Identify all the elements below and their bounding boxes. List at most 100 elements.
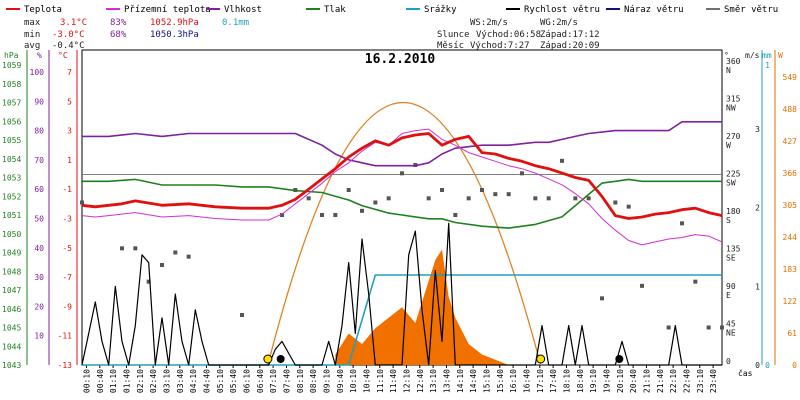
tick-hpa: 1058 bbox=[2, 80, 21, 89]
stat-max-rain: 0.1mm bbox=[222, 18, 249, 28]
x-tick-label: 09:40 bbox=[336, 369, 345, 393]
x-tick-label: 06:10 bbox=[242, 369, 251, 393]
tick-pct: 70 bbox=[34, 156, 44, 165]
wind-direction-point bbox=[546, 196, 551, 201]
wind-direction-point bbox=[146, 279, 151, 284]
tick-hpa: 1055 bbox=[2, 136, 21, 145]
sun-rise: Východ:06:58 bbox=[476, 30, 541, 40]
tick-dir: 90 bbox=[726, 282, 736, 291]
sun-marker bbox=[536, 354, 546, 364]
x-tick-label: 00:40 bbox=[96, 369, 105, 393]
x-tick-label: 15:40 bbox=[496, 369, 505, 393]
x-tick-label: 10:40 bbox=[362, 369, 371, 393]
tick-hpa: 1044 bbox=[2, 342, 21, 351]
stat-avg-temp: -0.4°C bbox=[52, 41, 85, 51]
wind-direction-point bbox=[600, 296, 604, 301]
tick-temp: 3 bbox=[67, 127, 72, 136]
stat-min-hum: 68% bbox=[110, 30, 127, 40]
legend-label: Přízemní teplota bbox=[124, 5, 211, 15]
wind-direction-point bbox=[680, 221, 684, 226]
x-tick-label: 00:10 bbox=[82, 369, 91, 393]
unit-w: W bbox=[778, 51, 783, 60]
tick-hpa: 1045 bbox=[2, 324, 21, 333]
tick-temp: -9 bbox=[62, 302, 72, 311]
wind-direction-point bbox=[173, 250, 178, 255]
tick-dir: 270 bbox=[726, 132, 741, 141]
tick-dir-label: NE bbox=[726, 329, 736, 338]
wind-direction-point bbox=[533, 196, 538, 201]
x-tick-label: 08:40 bbox=[309, 369, 318, 393]
wind-direction-point bbox=[493, 192, 498, 197]
tick-temp: -7 bbox=[62, 273, 72, 282]
legend-label: Náraz větru bbox=[624, 5, 684, 15]
series-rychlost-vetru bbox=[81, 222, 722, 366]
tick-w: 427 bbox=[783, 137, 798, 146]
tick-dir-label: SE bbox=[726, 254, 736, 263]
stat-min-label: min bbox=[24, 30, 40, 40]
x-tick-label: 18:10 bbox=[562, 369, 571, 393]
tick-dir: 225 bbox=[726, 170, 741, 179]
unit-mm: mm bbox=[762, 51, 772, 60]
wind-direction-point bbox=[706, 325, 711, 330]
moon-marker bbox=[276, 355, 285, 363]
x-tick-label: 16:40 bbox=[522, 369, 531, 393]
wind-direction-point bbox=[280, 213, 284, 217]
axes: 1043104410451046104710481049105010511052… bbox=[2, 49, 798, 393]
wind-direction-point bbox=[240, 313, 244, 317]
tick-hpa: 1052 bbox=[2, 192, 21, 201]
wind-direction-point bbox=[666, 325, 671, 330]
x-tick-label: 20:40 bbox=[629, 369, 638, 393]
x-tick-label: 20:10 bbox=[616, 369, 625, 393]
x-tick-label: 17:40 bbox=[549, 369, 558, 393]
wind-direction-point bbox=[720, 325, 724, 330]
tick-hpa: 1054 bbox=[2, 155, 21, 164]
sun-marker bbox=[263, 354, 273, 364]
tick-pct: 50 bbox=[34, 214, 44, 223]
x-tick-label: 07:40 bbox=[282, 369, 291, 393]
sun-set: Západ:17:12 bbox=[540, 30, 600, 40]
moon-rise: Východ:7:27 bbox=[470, 41, 530, 51]
tick-hpa: 1049 bbox=[2, 249, 21, 258]
tick-dir-label: NW bbox=[726, 104, 736, 113]
wind-direction-point bbox=[426, 196, 431, 201]
wind-direction-point bbox=[466, 196, 471, 201]
tick-temp: 7 bbox=[67, 68, 72, 77]
x-tick-label: 22:40 bbox=[682, 369, 691, 393]
chart-title: 16.2.2010 bbox=[365, 52, 436, 67]
wind-direction-point bbox=[613, 200, 618, 205]
wind-direction-point bbox=[80, 200, 84, 205]
tick-w: 183 bbox=[783, 265, 798, 274]
wind-direction-point bbox=[346, 188, 351, 192]
x-tick-label: 23:10 bbox=[696, 369, 705, 393]
stat-ws: WS:2m/s bbox=[470, 18, 508, 28]
x-tick-label: 14:10 bbox=[456, 369, 465, 393]
legend-label: Teplota bbox=[24, 5, 62, 15]
tick-w: 305 bbox=[783, 201, 798, 210]
wind-direction-point bbox=[133, 246, 138, 251]
x-tick-label: 21:10 bbox=[642, 369, 651, 393]
legend: Teplota Přízemní teplota Vlhkost Tlak Srážky… bbox=[6, 5, 778, 15]
x-tick-label: 04:10 bbox=[189, 369, 198, 393]
tick-hpa: 1048 bbox=[2, 267, 21, 276]
tick-dir-label: W bbox=[726, 141, 731, 150]
tick-hpa: 1046 bbox=[2, 305, 21, 314]
tick-w: 244 bbox=[783, 233, 798, 242]
x-tick-label: 01:40 bbox=[122, 369, 131, 393]
tick-temp: -3 bbox=[62, 214, 72, 223]
tick-hpa: 1050 bbox=[2, 230, 21, 239]
legend-label: Rychlost větru bbox=[524, 5, 600, 15]
x-tick-label: 03:10 bbox=[162, 369, 171, 393]
tick-temp: -1 bbox=[62, 185, 72, 194]
wind-direction-point bbox=[453, 213, 458, 217]
tick-ms: 2 bbox=[755, 204, 760, 213]
tick-hpa: 1059 bbox=[2, 61, 21, 70]
tick-hpa: 1043 bbox=[2, 361, 21, 370]
tick-hpa: 1057 bbox=[2, 99, 21, 108]
tick-w: 0 bbox=[792, 361, 797, 370]
wind-direction-point bbox=[306, 196, 311, 201]
legend-label: Tlak bbox=[324, 5, 346, 15]
tick-dir-label: E bbox=[726, 291, 731, 300]
sun-label: Slunce bbox=[437, 30, 470, 40]
tick-temp: -13 bbox=[58, 361, 73, 370]
wind-direction-point bbox=[640, 283, 644, 288]
